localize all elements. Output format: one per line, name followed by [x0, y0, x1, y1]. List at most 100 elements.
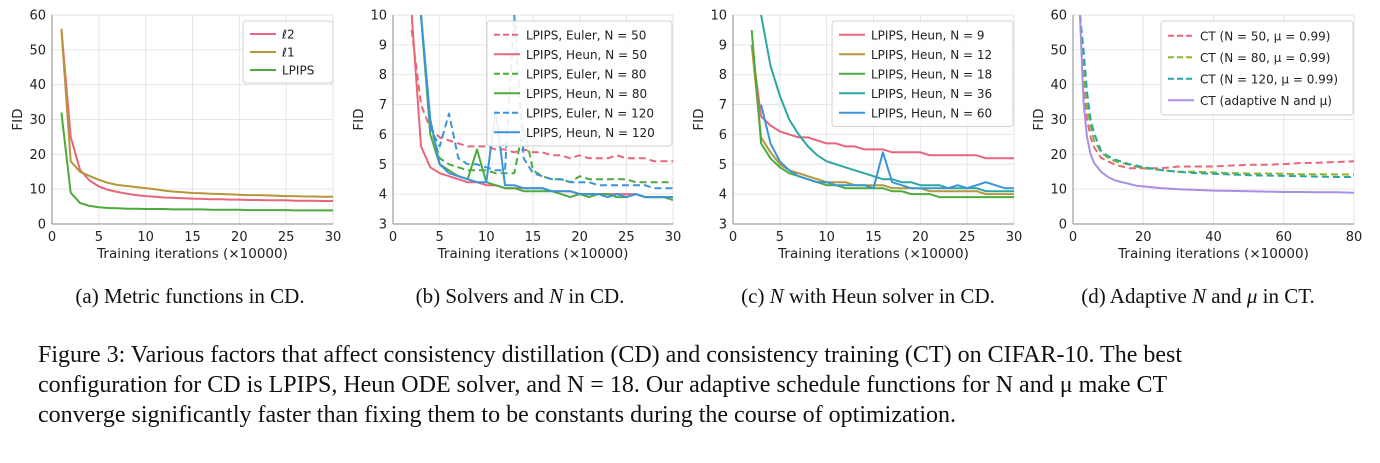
series-line-4: [760, 104, 1014, 190]
y-tick-label: 5: [719, 158, 727, 173]
y-tick-label: 6: [719, 128, 727, 143]
y-tick-label: 10: [29, 183, 46, 198]
legend-label: CT (N = 50, μ = 0.99): [1200, 29, 1330, 43]
legend-label: LPIPS, Euler, N = 80: [526, 67, 646, 81]
x-axis-label: Training iterations (×10000): [777, 246, 969, 262]
y-tick-label: 40: [29, 78, 46, 93]
x-axis-label: Training iterations (×10000): [96, 246, 288, 262]
legend-label: LPIPS, Heun, N = 80: [526, 87, 647, 101]
legend-label: LPIPS, Euler, N = 50: [526, 28, 646, 42]
series-line-0: [750, 44, 1014, 160]
x-tick-label: 25: [618, 230, 635, 245]
y-tick-label: 50: [29, 43, 46, 58]
y-axis-label: FID: [691, 108, 707, 130]
y-tick-label: 4: [379, 188, 387, 203]
legend-label: LPIPS, Heun, N = 12: [871, 48, 992, 62]
x-tick-label: 15: [525, 230, 542, 245]
x-tick-label: 0: [389, 230, 397, 245]
y-tick-label: 3: [379, 218, 387, 233]
y-tick-label: 60: [1050, 9, 1067, 24]
series-line-3: [760, 15, 1014, 193]
x-tick-label: 20: [1135, 230, 1152, 245]
y-tick-label: 3: [719, 218, 727, 233]
x-axis-label: Training iterations (×10000): [1117, 246, 1309, 262]
x-tick-label: 0: [1069, 230, 1077, 245]
y-tick-label: 10: [370, 9, 387, 24]
y-tick-label: 10: [710, 9, 727, 24]
series-line-3: [1079, 15, 1354, 194]
y-tick-label: 7: [379, 98, 387, 113]
x-tick-label: 40: [1205, 230, 1222, 245]
y-tick-label: 8: [719, 68, 727, 83]
legend-label: CT (N = 120, μ = 0.99): [1200, 72, 1338, 86]
x-tick-label: 10: [818, 230, 835, 245]
legend-box: [242, 20, 334, 84]
series-line-2: [1079, 15, 1354, 178]
y-tick-label: 10: [1050, 183, 1067, 198]
series-line-1: [1079, 15, 1354, 176]
legend-label: LPIPS, Heun, N = 18: [871, 67, 992, 81]
y-tick-label: 5: [379, 158, 387, 173]
legend-label: LPIPS, Heun, N = 60: [871, 106, 992, 120]
series-line-1: [750, 44, 1014, 196]
legend-label: LPIPS: [282, 64, 314, 78]
series-line-4: [420, 15, 673, 190]
series-line-0: [410, 29, 673, 163]
y-tick-label: 60: [29, 9, 46, 24]
y-tick-label: 6: [379, 128, 387, 143]
x-tick-label: 10: [137, 230, 154, 245]
x-tick-label: 5: [776, 230, 784, 245]
x-tick-label: 5: [95, 230, 103, 245]
x-axis-label: Training iterations (×10000): [437, 246, 629, 262]
figure-caption: Figure 3: Various factors that affect co…: [38, 340, 1358, 430]
x-tick-label: 30: [325, 230, 342, 245]
y-tick-label: 50: [1050, 43, 1067, 58]
legend-label: LPIPS, Heun, N = 120: [526, 126, 655, 140]
subcaption-a: (a) Metric functions in CD.: [75, 284, 305, 308]
legend-label: ℓ2: [281, 28, 295, 42]
y-tick-label: 30: [29, 113, 46, 128]
y-tick-label: 40: [1050, 78, 1067, 93]
legend-label: ℓ1: [281, 46, 295, 60]
x-tick-label: 25: [278, 230, 295, 245]
legend-label: CT (adaptive N and μ): [1200, 94, 1332, 108]
legend-label: LPIPS, Euler, N = 120: [526, 106, 654, 120]
y-tick-label: 0: [38, 218, 46, 233]
x-tick-label: 20: [912, 230, 929, 245]
y-tick-label: 20: [29, 148, 46, 163]
legend-box: [831, 20, 1014, 127]
x-tick-label: 0: [729, 230, 737, 245]
legend-label: LPIPS, Heun, N = 9: [871, 28, 984, 42]
subcaption-c: (c) N with Heun solver in CD.: [741, 284, 995, 308]
y-tick-label: 4: [719, 188, 727, 203]
y-tick-label: 8: [379, 68, 387, 83]
y-axis-label: FID: [10, 108, 26, 130]
subcaption-d: (d) Adaptive N and μ in CT.: [1081, 284, 1315, 308]
y-tick-label: 20: [1050, 148, 1067, 163]
series-line-1: [60, 28, 333, 198]
legend-label: LPIPS, Heun, N = 36: [871, 87, 992, 101]
y-tick-label: 0: [1059, 218, 1067, 233]
legend-box: [486, 20, 673, 147]
x-tick-label: 30: [665, 230, 682, 245]
series-line-0: [60, 28, 333, 202]
y-tick-label: 9: [379, 38, 387, 53]
x-tick-label: 0: [48, 230, 56, 245]
caption-line: Figure 3: Various factors that affect co…: [38, 342, 1183, 368]
y-tick-label: 9: [719, 38, 727, 53]
x-tick-label: 15: [865, 230, 882, 245]
legend-label: LPIPS, Heun, N = 50: [526, 48, 647, 62]
y-tick-label: 30: [1050, 113, 1067, 128]
legend-label: CT (N = 80, μ = 0.99): [1200, 51, 1330, 65]
x-tick-label: 10: [478, 230, 495, 245]
y-axis-label: FID: [1031, 108, 1047, 130]
caption-line: converge significantly faster than fixin…: [38, 402, 956, 428]
x-tick-label: 15: [184, 230, 201, 245]
subcaption-b: (b) Solvers and N in CD.: [415, 284, 625, 308]
x-tick-label: 20: [231, 230, 248, 245]
x-tick-label: 30: [1006, 230, 1023, 245]
series-line-2: [60, 112, 333, 212]
